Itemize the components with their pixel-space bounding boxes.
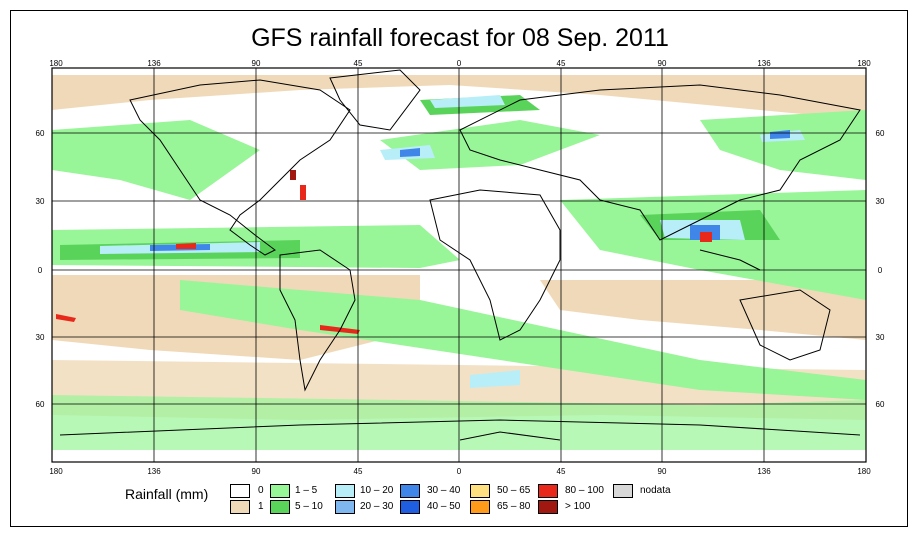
legend-label-7: 40 – 50 — [427, 501, 461, 512]
bottom-tick: 90 — [252, 467, 261, 476]
legend-swatch-3 — [270, 500, 290, 514]
legend-title: Rainfall (mm) — [125, 486, 209, 502]
left-tick: 60 — [36, 400, 45, 409]
legend-swatch-5 — [335, 500, 355, 514]
legend-swatch-11 — [538, 500, 558, 514]
legend-swatch-0 — [230, 484, 250, 498]
bottom-tick: 90 — [658, 467, 667, 476]
right-tick: 30 — [876, 333, 885, 342]
figure-frame — [10, 10, 908, 527]
top-tick: 90 — [252, 59, 261, 68]
legend-label-0: 0 — [258, 485, 264, 496]
legend-label-8: 50 – 65 — [497, 485, 531, 496]
rainfall-legend: Rainfall (mm) 0 1 1 – 5 5 – 10 10 – 20 2… — [125, 484, 725, 524]
legend-label-9: 65 – 80 — [497, 501, 531, 512]
legend-label-4: 10 – 20 — [360, 485, 394, 496]
top-tick: 45 — [557, 59, 566, 68]
legend-swatch-1 — [230, 500, 250, 514]
legend-swatch-9 — [470, 500, 490, 514]
legend-label-10: 80 – 100 — [565, 485, 604, 496]
bottom-tick: 180 — [49, 467, 63, 476]
top-tick: 136 — [147, 59, 161, 68]
bottom-tick: 0 — [457, 467, 462, 476]
bottom-tick-labels: 180 136 90 45 0 45 90 136 180 — [49, 467, 871, 476]
legend-label-6: 30 – 40 — [427, 485, 461, 496]
legend-label-3: 5 – 10 — [295, 501, 323, 512]
left-tick: 30 — [36, 197, 45, 206]
legend-label-11: > 100 — [565, 501, 591, 512]
top-tick: 90 — [658, 59, 667, 68]
bottom-tick: 136 — [757, 467, 771, 476]
legend-swatch-8 — [470, 484, 490, 498]
legend-label-2: 1 – 5 — [295, 485, 318, 496]
map-border — [51, 67, 867, 463]
legend-swatch-6 — [400, 484, 420, 498]
bottom-tick: 180 — [857, 467, 871, 476]
right-tick-labels: 60 30 0 30 60 — [876, 129, 885, 409]
legend-swatch-2 — [270, 484, 290, 498]
legend-swatch-10 — [538, 484, 558, 498]
left-tick: 30 — [36, 333, 45, 342]
top-tick: 0 — [457, 59, 462, 68]
top-tick: 136 — [757, 59, 771, 68]
top-tick: 45 — [354, 59, 363, 68]
top-tick-labels: 180 136 90 45 0 45 90 136 180 — [49, 59, 871, 68]
bottom-tick: 45 — [557, 467, 566, 476]
right-tick: 0 — [878, 266, 883, 275]
left-tick-labels: 60 30 0 30 60 — [36, 129, 45, 409]
top-tick: 180 — [857, 59, 871, 68]
right-tick: 60 — [876, 400, 885, 409]
legend-label-5: 20 – 30 — [360, 501, 394, 512]
top-tick: 180 — [49, 59, 63, 68]
right-tick: 60 — [876, 129, 885, 138]
legend-label-12: nodata — [640, 485, 671, 496]
legend-swatch-7 — [400, 500, 420, 514]
legend-swatch-4 — [335, 484, 355, 498]
left-tick: 0 — [38, 266, 43, 275]
legend-swatch-12 — [613, 484, 633, 498]
coastlines — [59, 69, 861, 441]
grid-lines — [52, 68, 866, 462]
legend-label-1: 1 — [258, 501, 264, 512]
right-tick: 30 — [876, 197, 885, 206]
map-title: GFS rainfall forecast for 08 Sep. 2011 — [251, 24, 669, 52]
left-tick: 60 — [36, 129, 45, 138]
bottom-tick: 45 — [354, 467, 363, 476]
bottom-tick: 136 — [147, 467, 161, 476]
